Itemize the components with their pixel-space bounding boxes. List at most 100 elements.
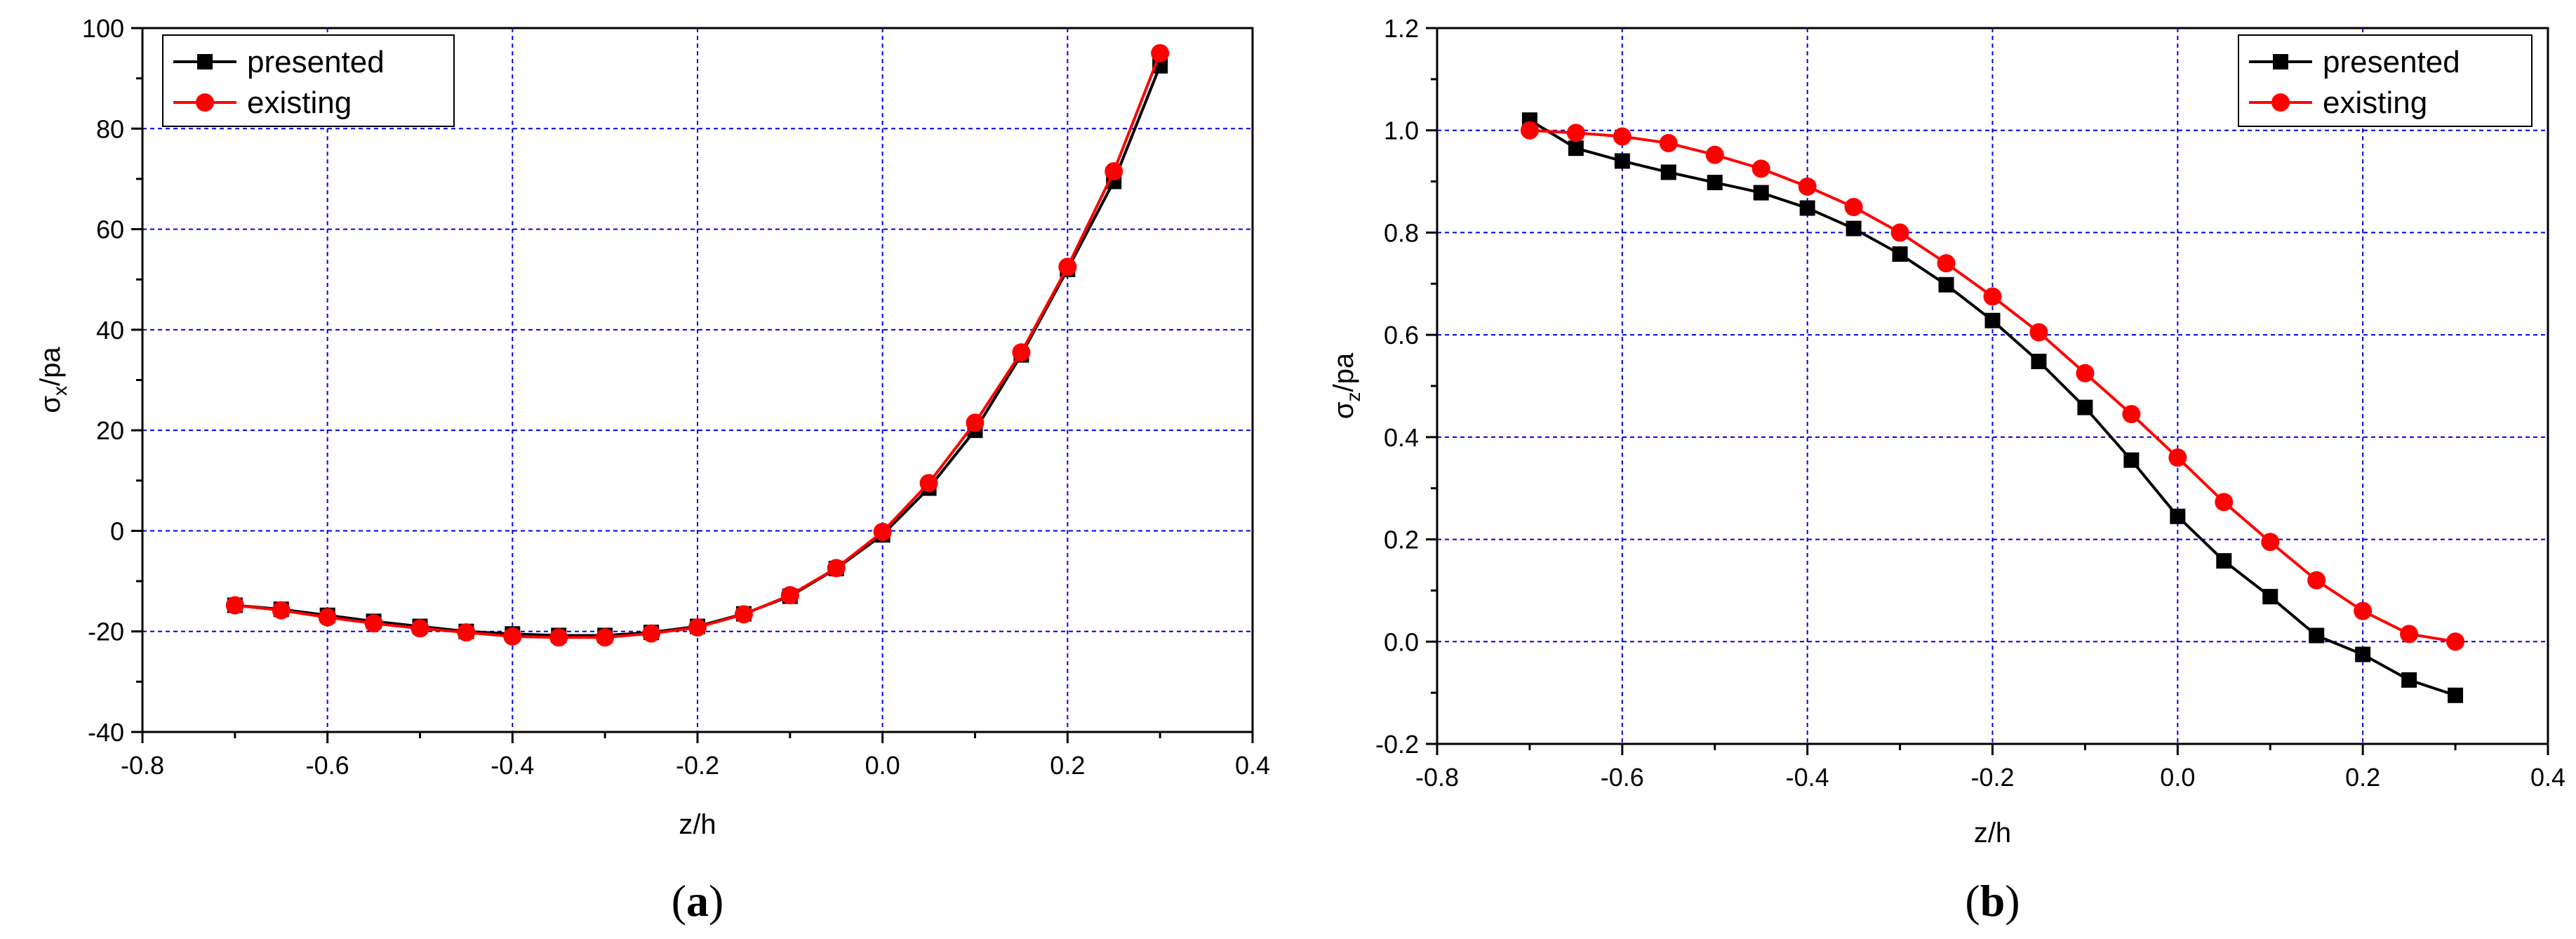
x-tick-label: -0.8 <box>121 751 164 780</box>
x-tick-label: -0.2 <box>676 751 719 780</box>
legend-label-existing: existing <box>247 86 352 120</box>
data-point-existing <box>2354 601 2373 620</box>
chart-panel-b: -0.8 -0.6 -0.4 -0.2 0.0 0.2 0.4 -0.2 0.0 0.2 0.4 0.… <box>1328 14 2565 926</box>
legend-label-presented: presented <box>2323 45 2460 79</box>
data-point-existing <box>1105 162 1123 181</box>
data-point-presented <box>2170 508 2186 524</box>
data-point-presented <box>1846 220 1862 237</box>
x-tick-label: -0.6 <box>1601 763 1644 792</box>
data-point-existing <box>2307 571 2326 590</box>
legend-label-presented: presented <box>247 45 385 79</box>
data-point-presented <box>2031 354 2047 370</box>
data-point-existing <box>966 413 985 432</box>
data-point-existing <box>1058 258 1077 277</box>
data-point-presented <box>2448 687 2464 703</box>
y-axis-title-unit: /pa <box>35 347 66 386</box>
data-point-existing <box>1705 145 1724 164</box>
data-point-presented <box>1892 246 1908 262</box>
y-tick-label: 0.8 <box>1384 218 1419 247</box>
x-axis-title: z/h <box>679 809 716 840</box>
data-point-existing <box>2168 448 2187 467</box>
data-point-presented <box>1938 277 1954 293</box>
data-point-existing <box>2261 533 2280 552</box>
data-point-existing <box>919 474 938 493</box>
panel-label-close-paren: ) <box>709 876 723 926</box>
data-point-existing <box>2215 493 2234 512</box>
data-point-presented <box>1984 312 2001 328</box>
data-point-existing <box>2076 364 2095 382</box>
data-point-presented <box>2309 627 2325 644</box>
data-point-existing <box>411 619 429 638</box>
data-point-existing <box>549 628 568 647</box>
data-point-presented <box>2355 646 2371 662</box>
x-tick-label: 0.2 <box>2345 763 2380 792</box>
legend-marker-presented <box>2273 54 2288 69</box>
x-tick-label: 0.2 <box>1050 751 1085 780</box>
y-axis-title-subscript: z <box>1342 392 1364 401</box>
y-tick-label: 0.4 <box>1384 423 1419 452</box>
x-axis-title: z/h <box>1974 818 2011 848</box>
chart-panel-a: -0.8 -0.6 -0.4 -0.2 0.0 0.2 0.4 -40 -20 0 20 40 60 80… <box>35 14 1270 926</box>
data-point-existing <box>1983 287 2002 306</box>
panel-label-open-paren: ( <box>1965 876 1980 926</box>
panel-label: (a) <box>672 876 724 926</box>
data-point-existing <box>457 623 476 642</box>
y-tick-label: 0.0 <box>1384 627 1419 656</box>
data-point-existing <box>1520 121 1539 140</box>
panel-label-letter: b <box>1980 876 2006 926</box>
data-point-existing <box>1012 343 1031 362</box>
y-tick-label: 100 <box>82 14 124 43</box>
y-axis-title-subscript: x <box>49 386 71 396</box>
data-point-presented <box>2401 672 2417 688</box>
data-point-existing <box>1151 44 1170 62</box>
data-point-existing <box>1613 127 1631 146</box>
y-tick-label: 80 <box>96 114 124 143</box>
data-point-existing <box>1844 198 1863 216</box>
legend-box <box>162 34 455 127</box>
data-point-existing <box>688 618 707 637</box>
y-tick-label: 1.0 <box>1384 116 1419 145</box>
data-point-existing <box>2122 405 2141 424</box>
panel-label-letter: a <box>686 876 709 926</box>
y-axis-title-symbol: σ <box>35 396 66 413</box>
data-point-presented <box>1799 200 1815 216</box>
data-point-presented <box>2262 589 2278 605</box>
data-point-existing <box>780 586 799 605</box>
y-tick-label: 60 <box>96 215 124 244</box>
data-point-existing <box>827 559 846 578</box>
panel-label-close-paren: ) <box>2005 876 2020 926</box>
x-tick-label: -0.6 <box>306 751 349 780</box>
data-point-existing <box>1798 177 1817 196</box>
data-point-existing <box>503 627 522 646</box>
data-point-existing <box>364 614 383 633</box>
data-point-existing <box>873 522 892 541</box>
data-point-presented <box>2216 553 2232 569</box>
data-point-presented <box>2123 452 2140 468</box>
y-axis-title-symbol: σ <box>1328 401 1359 419</box>
data-point-existing <box>596 628 615 647</box>
legend-box <box>2238 34 2532 127</box>
data-point-existing <box>1751 159 1770 178</box>
data-point-presented <box>1568 140 1584 156</box>
data-point-existing <box>1937 254 1956 273</box>
data-point-existing <box>225 596 244 615</box>
data-point-existing <box>272 601 291 620</box>
y-tick-label: 0 <box>110 517 124 545</box>
x-tick-label: 0.0 <box>865 751 900 780</box>
x-tick-label: 0.4 <box>2530 763 2565 792</box>
data-point-existing <box>2446 632 2465 651</box>
y-tick-label: -0.2 <box>1375 730 1419 759</box>
data-point-presented <box>1614 153 1630 169</box>
y-axis-title: σz/pa <box>1328 352 1364 419</box>
y-tick-label: -20 <box>88 618 124 646</box>
legend-marker-existing <box>2271 93 2290 112</box>
y-tick-label: 1.2 <box>1384 14 1419 43</box>
data-point-existing <box>642 624 661 643</box>
data-point-presented <box>1753 185 1769 201</box>
data-point-existing <box>1566 124 1585 142</box>
data-point-presented <box>1707 175 1723 191</box>
data-point-presented <box>1660 164 1676 180</box>
y-axis-title-unit: /pa <box>1328 352 1359 392</box>
x-tick-label: -0.2 <box>1970 763 2014 792</box>
